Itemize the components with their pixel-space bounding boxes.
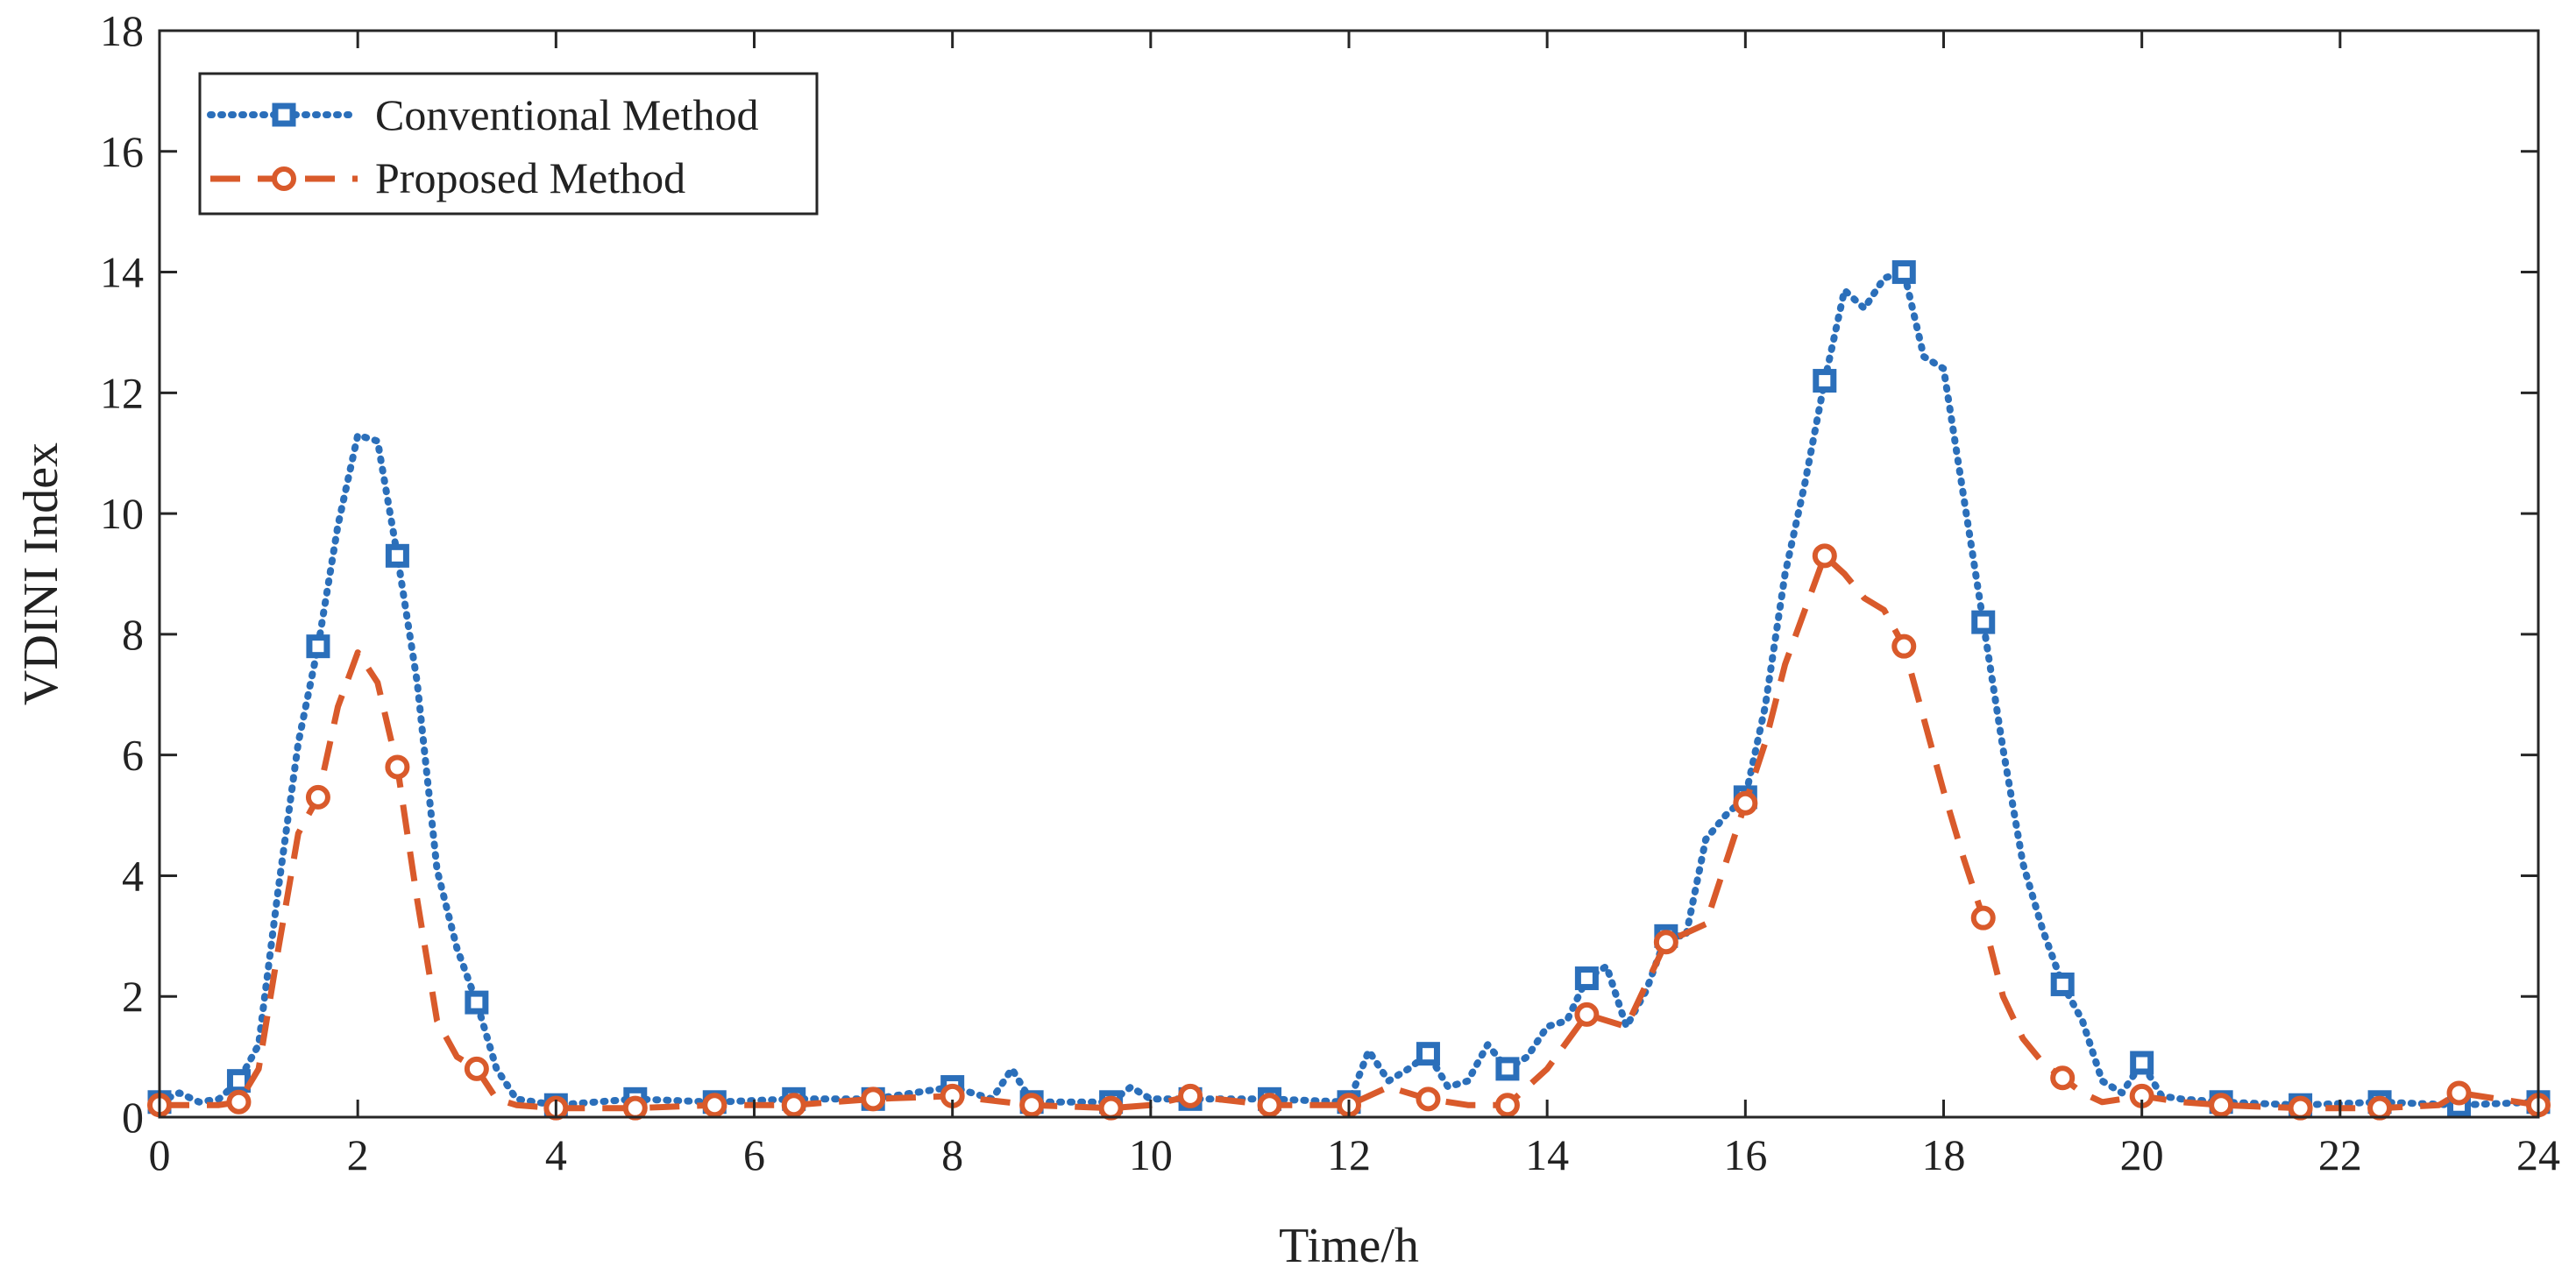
legend-label-proposed: Proposed Method	[375, 153, 685, 202]
plot-border	[158, 29, 2540, 1119]
data-point	[781, 1093, 806, 1118]
data-point	[465, 990, 489, 1015]
data-point	[1891, 260, 1916, 285]
data-point	[1971, 610, 1996, 634]
data-point	[1970, 905, 1996, 931]
data-point	[2050, 1065, 2076, 1091]
y-tick-label: 6	[122, 731, 144, 780]
data-point	[2446, 1080, 2472, 1106]
series-proposed	[147, 543, 2551, 1121]
y-tick-label: 14	[100, 248, 144, 297]
y-tick-label: 4	[122, 851, 144, 900]
x-tick-label: 14	[1525, 1130, 1569, 1179]
data-point	[1653, 930, 1678, 955]
data-point	[385, 754, 410, 780]
data-point	[464, 1056, 489, 1081]
x-tick-label: 10	[1129, 1130, 1173, 1179]
data-point	[305, 784, 330, 810]
data-point	[2130, 1051, 2154, 1075]
data-point	[1257, 1093, 1282, 1118]
data-point	[1494, 1093, 1520, 1118]
data-point	[1098, 1095, 1124, 1121]
y-tick-label: 16	[100, 127, 144, 176]
y-tick-label: 18	[100, 6, 144, 55]
y-tick-label: 12	[100, 368, 144, 417]
y-tick-label: 8	[122, 610, 144, 659]
data-point	[306, 634, 330, 659]
x-tick-label: 0	[149, 1130, 171, 1179]
data-point	[2050, 972, 2075, 996]
data-point	[226, 1089, 252, 1115]
x-tick-label: 18	[1922, 1130, 1966, 1179]
y-tick-label: 2	[122, 972, 144, 1021]
data-point	[1813, 369, 1837, 393]
x-tick-label: 12	[1327, 1130, 1371, 1179]
data-point	[1416, 1042, 1440, 1066]
x-tick-label: 2	[347, 1130, 369, 1179]
data-point	[2209, 1093, 2234, 1118]
data-point	[1574, 1001, 1600, 1027]
x-tick-label: 22	[2318, 1130, 2362, 1179]
data-layer	[147, 260, 2551, 1121]
y-axis-title: VDINI Index	[14, 442, 68, 705]
data-point	[1733, 790, 1758, 816]
legend: Conventional Method Proposed Method	[198, 72, 819, 216]
data-point	[702, 1093, 727, 1118]
data-point	[1019, 1093, 1045, 1118]
legend-marker-circle	[272, 166, 296, 191]
data-point	[1812, 543, 1837, 569]
data-point	[1574, 966, 1599, 991]
x-tick-label: 24	[2516, 1130, 2560, 1179]
x-tick-label: 20	[2120, 1130, 2164, 1179]
data-point	[226, 1069, 251, 1093]
series-line	[156, 268, 2542, 1109]
legend-box	[198, 72, 819, 216]
y-tick-label: 10	[100, 489, 144, 538]
data-point	[1891, 633, 1917, 659]
data-point	[2288, 1095, 2313, 1121]
x-tick-label: 6	[743, 1130, 765, 1179]
legend-label-conventional: Conventional Method	[375, 90, 758, 139]
data-point	[861, 1086, 886, 1112]
data-point	[385, 543, 409, 568]
legend-marker-square	[272, 103, 296, 127]
y-tick-label: 0	[122, 1093, 144, 1142]
data-point	[1178, 1083, 1203, 1108]
data-point	[2367, 1095, 2393, 1121]
x-tick-label: 4	[545, 1130, 567, 1179]
data-point	[622, 1095, 648, 1121]
x-tick-label: 8	[941, 1130, 963, 1179]
x-tick-label: 16	[1723, 1130, 1767, 1179]
x-axis-title: Time/h	[1279, 1219, 1419, 1273]
data-point	[1416, 1086, 1441, 1112]
data-point	[1495, 1057, 1520, 1081]
